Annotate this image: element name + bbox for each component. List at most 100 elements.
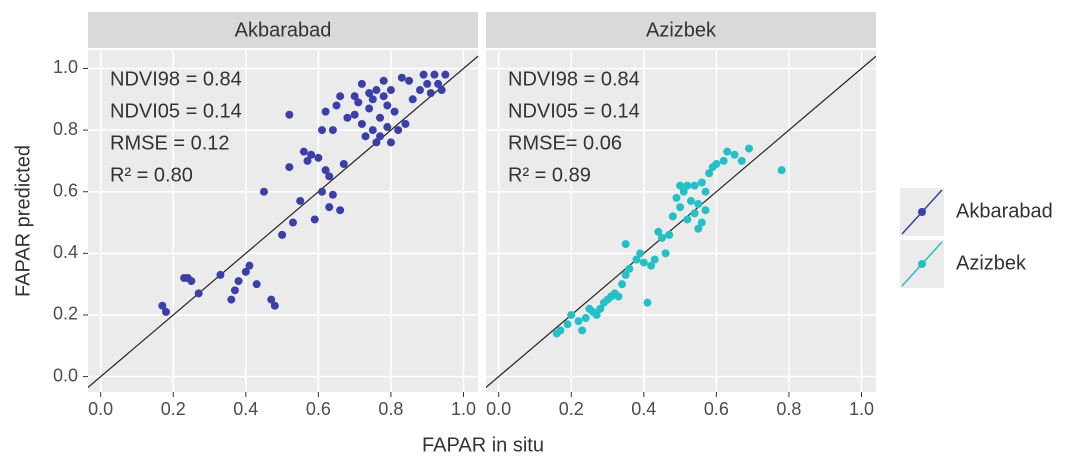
- point: [361, 132, 370, 141]
- point: [187, 277, 196, 286]
- point: [686, 196, 695, 205]
- point: [234, 277, 243, 286]
- point: [372, 86, 381, 95]
- point: [288, 218, 297, 227]
- point: [227, 295, 236, 304]
- point: [397, 73, 406, 82]
- y-axis-label: FAPAR predicted: [12, 145, 34, 297]
- annotation: NDVI05 = 0.14: [110, 100, 242, 122]
- point: [618, 280, 627, 289]
- x-tick-label: 0.2: [161, 399, 186, 419]
- y-tick-label: 1.0: [53, 57, 78, 77]
- annotation: NDVI05 = 0.14: [508, 100, 640, 122]
- y-tick-label: 0.8: [53, 119, 78, 139]
- point: [639, 258, 648, 267]
- point: [376, 132, 385, 141]
- point: [270, 301, 279, 310]
- point: [318, 126, 326, 135]
- point: [357, 119, 366, 128]
- point: [245, 261, 254, 270]
- point: [216, 270, 225, 279]
- y-tick-label: 0.0: [53, 365, 78, 385]
- facet-title: Akbarabad: [235, 19, 332, 41]
- point: [321, 166, 330, 175]
- point: [683, 215, 692, 224]
- point: [419, 70, 428, 79]
- x-tick-label: 0.8: [776, 399, 801, 419]
- point: [777, 166, 786, 175]
- point: [668, 212, 677, 221]
- point: [563, 320, 572, 329]
- y-tick-label: 0.2: [53, 304, 78, 324]
- x-tick-label: 0.4: [233, 399, 258, 419]
- point: [259, 187, 268, 196]
- point: [321, 107, 330, 116]
- legend-label: Azizbek: [956, 252, 1027, 274]
- point: [697, 178, 706, 187]
- x-axis-label: FAPAR in situ: [422, 434, 544, 456]
- point: [394, 126, 403, 135]
- point: [354, 98, 363, 107]
- x-tick-label: 0.6: [704, 399, 729, 419]
- point: [194, 289, 203, 298]
- x-tick-label: 0.4: [631, 399, 656, 419]
- point: [339, 160, 348, 168]
- point: [592, 310, 601, 319]
- point: [379, 76, 388, 85]
- strip: [88, 12, 478, 48]
- point: [303, 156, 312, 165]
- point: [636, 249, 645, 258]
- point: [574, 317, 583, 326]
- annotation: NDVI98 = 0.84: [508, 68, 640, 90]
- point: [336, 206, 345, 215]
- point: [650, 255, 659, 264]
- point: [285, 163, 294, 172]
- legend-point: [918, 208, 926, 216]
- x-tick-label: 0.2: [559, 399, 584, 419]
- point: [158, 301, 167, 310]
- point: [665, 230, 674, 239]
- annotation: RMSE = 0.12: [110, 132, 230, 154]
- x-tick-label: 0.0: [88, 399, 113, 419]
- point: [383, 101, 392, 110]
- strip: [486, 12, 876, 48]
- point: [737, 156, 746, 165]
- point: [372, 138, 381, 147]
- point: [386, 138, 395, 147]
- point: [430, 70, 439, 79]
- point: [701, 206, 710, 215]
- point: [405, 76, 414, 85]
- point: [408, 95, 417, 104]
- point: [647, 261, 656, 270]
- point: [581, 314, 590, 323]
- point: [343, 113, 352, 122]
- point: [310, 215, 319, 224]
- y-tick-label: 0.4: [53, 242, 78, 262]
- point: [621, 270, 630, 279]
- point: [690, 181, 699, 190]
- point: [654, 227, 663, 236]
- point: [357, 79, 366, 88]
- annotation: RMSE= 0.06: [508, 132, 622, 154]
- point: [325, 172, 334, 181]
- point: [379, 92, 388, 101]
- identity-line: [486, 55, 876, 388]
- point: [241, 267, 250, 276]
- point: [657, 233, 666, 242]
- facet-title: Azizbek: [646, 19, 717, 41]
- point: [621, 240, 630, 249]
- point: [285, 110, 294, 119]
- point: [694, 200, 703, 209]
- point: [368, 126, 377, 135]
- point: [701, 187, 710, 196]
- point: [434, 79, 443, 88]
- point: [390, 107, 399, 116]
- point: [694, 224, 703, 233]
- point: [325, 203, 334, 212]
- point: [676, 181, 685, 190]
- point: [252, 280, 261, 289]
- point: [365, 89, 374, 98]
- point: [328, 190, 337, 199]
- point: [556, 326, 565, 335]
